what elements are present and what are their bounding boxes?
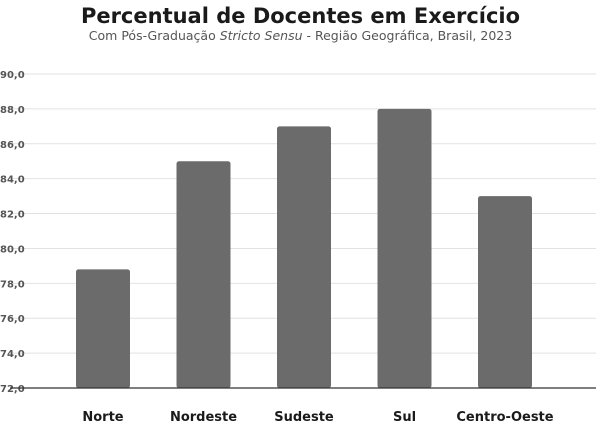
bar-norte [76,269,130,388]
bar-nordeste [176,161,231,388]
x-category-label: Nordeste [170,410,237,425]
y-tick-label: 84,0 [0,175,25,186]
y-tick-label: 72,0 [0,384,25,395]
chart-subtitle: Com Pós-Graduação Stricto Sensu - Região… [0,28,601,44]
x-category-label: Sudeste [274,410,334,425]
y-tick-label: 80,0 [0,244,25,255]
x-axis-labels: Norte Nordeste Sudeste Sul Centro-Oeste [82,410,553,425]
y-tick-label: 76,0 [0,314,25,325]
chart-title: Percentual de Docentes em Exercício [80,4,521,28]
bar-sul [377,108,432,388]
y-tick-label: 82,0 [0,210,25,221]
x-category-label: Norte [82,410,123,425]
x-category-label: Sul [393,410,416,425]
y-axis-ticks: 72,0 74,0 76,0 78,0 80,0 82,0 84,0 86,0 88,0 90,0 [0,70,25,395]
subtitle-italic: Stricto Sensu [219,28,303,43]
subtitle-suffix: - Região Geográfica, Brasil, 2023 [302,28,513,43]
subtitle-prefix: Com Pós-Graduação [88,28,220,43]
bar-sudeste [277,126,331,388]
y-tick-label: 74,0 [0,349,25,360]
bars [76,108,532,388]
y-tick-label: 86,0 [0,140,25,151]
x-category-label: Centro-Oeste [456,410,553,425]
y-tick-label: 90,0 [0,70,25,81]
y-tick-label: 78,0 [0,279,25,290]
y-tick-label: 88,0 [0,105,25,116]
bar-centro-oeste [478,196,532,388]
